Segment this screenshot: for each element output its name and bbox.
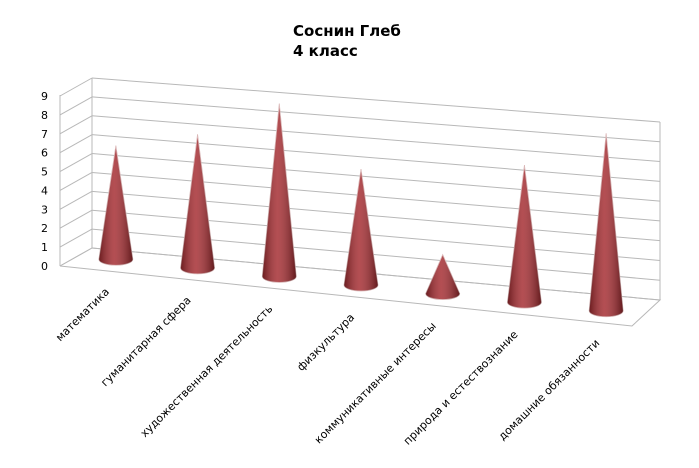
cone-shade	[262, 103, 297, 283]
y-tick-label: 6	[41, 147, 48, 160]
chart-title: Соснин Глеб	[293, 22, 401, 40]
chart-subtitle: 4 класс	[293, 42, 358, 60]
grid-line-side	[59, 96, 93, 116]
grid-line-side	[59, 228, 93, 248]
grid-line	[91, 153, 661, 202]
grid-line	[91, 96, 661, 143]
grid-line	[91, 190, 661, 242]
grid-line-side	[59, 153, 93, 172]
cone-shade	[344, 169, 378, 291]
y-tick-label: 5	[41, 166, 48, 179]
y-tick-label: 2	[41, 222, 48, 235]
y-tick-label: 0	[41, 260, 48, 273]
cone-shade	[425, 254, 460, 300]
cone-shade	[98, 145, 133, 266]
y-tick-label: 3	[41, 203, 48, 216]
x-tick-label: физкультура	[294, 311, 357, 374]
grid-line	[91, 171, 661, 222]
x-tick-label: математика	[53, 285, 112, 344]
grid-line	[91, 134, 661, 182]
y-tick-label: 4	[41, 184, 48, 197]
x-tick-label: домашние обязанности	[496, 337, 602, 443]
cone-shade	[589, 133, 624, 317]
grid-line-side	[59, 134, 93, 154]
y-tick-label: 8	[41, 109, 48, 122]
grid-line	[91, 77, 661, 123]
y-tick-label: 1	[41, 241, 48, 254]
grid-line-side	[59, 77, 93, 97]
y-tick-label: 7	[41, 128, 48, 141]
cone-shade	[507, 165, 542, 309]
grid-line-side	[59, 247, 93, 267]
grid-line-side	[59, 115, 93, 135]
grid-line	[91, 115, 661, 163]
grid-line-side	[59, 172, 93, 191]
grid-line-side	[59, 209, 93, 229]
y-tick-label: 9	[41, 90, 48, 103]
cone-shade	[180, 134, 215, 274]
x-tick-label: гуманитарная сфера	[98, 294, 193, 389]
grid-line	[91, 209, 661, 261]
grid-line-side	[59, 190, 93, 210]
